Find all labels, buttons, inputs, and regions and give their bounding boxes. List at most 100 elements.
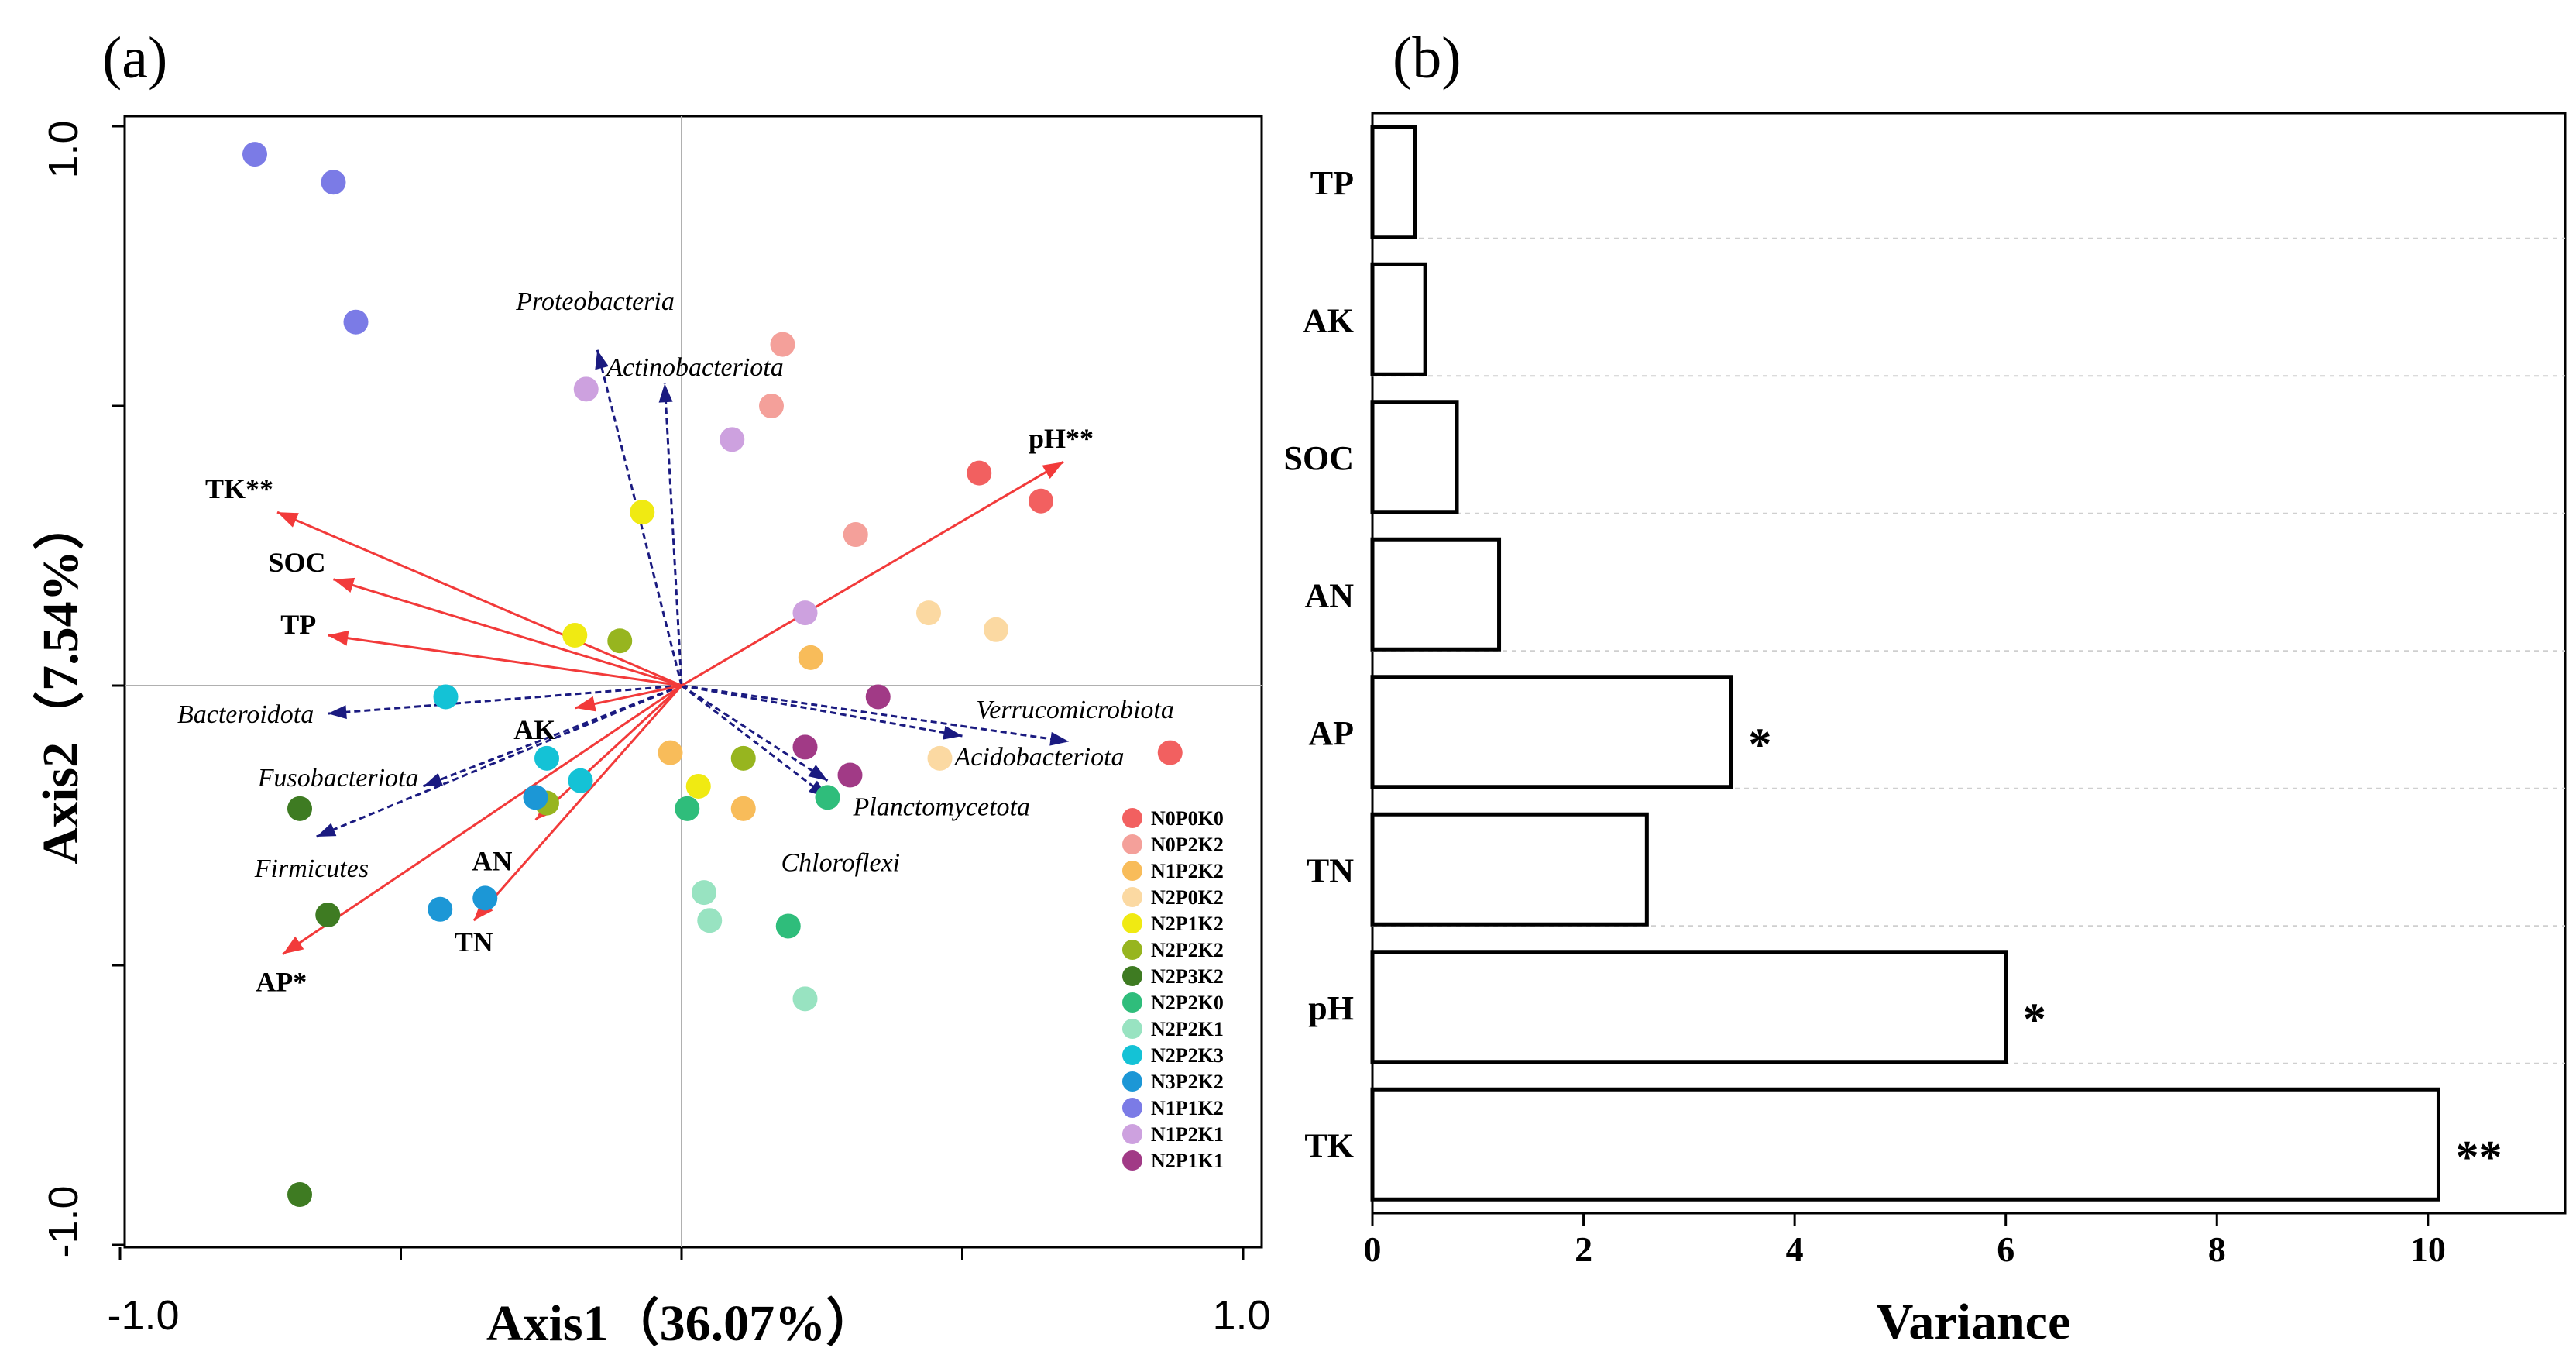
- taxon-arrowhead: [658, 383, 673, 403]
- legend-marker: [1122, 966, 1142, 986]
- env-arrowhead: [333, 577, 355, 593]
- env-arrow: [328, 634, 682, 687]
- bar-category-label: AN: [1304, 576, 1354, 614]
- taxon-label: Firmicutes: [254, 854, 369, 883]
- taxon-arrowhead: [595, 349, 609, 370]
- plot-b-frame: [1371, 112, 2567, 1215]
- sample-point: [1029, 488, 1053, 514]
- taxon-label: Chloroflexi: [781, 848, 901, 877]
- env-label: AP*: [256, 967, 307, 998]
- legend-label: N2P3K2: [1151, 965, 1224, 988]
- variance-bar-chart: (b) TP AK SOC AN AP * TN pH * TK ** 0 2 4 6 8 10 Varian…: [1284, 26, 2567, 1350]
- sample-point: [730, 745, 756, 771]
- y-tick-label: -1.0: [40, 1185, 87, 1257]
- env-label: TP: [280, 609, 316, 640]
- legend-label: N1P1K2: [1151, 1097, 1224, 1119]
- sample-point: [343, 309, 369, 335]
- sample-point: [865, 684, 891, 710]
- bar: [1370, 537, 1502, 652]
- sample-point: [534, 745, 559, 771]
- y-axis-title: Axis2（7.54%）: [32, 499, 89, 864]
- legend-label: N0P2K2: [1151, 834, 1224, 856]
- sample-point: [692, 880, 716, 906]
- sample-point: [720, 427, 745, 452]
- sample-point: [675, 796, 700, 821]
- env-label: TN: [455, 927, 493, 958]
- sample-point: [770, 332, 795, 357]
- taxon-label: Actinobacteriota: [605, 353, 784, 382]
- bar-category-label: SOC: [1284, 439, 1354, 477]
- sample-point: [607, 628, 633, 654]
- panel-b-label: (b): [1393, 26, 1461, 91]
- sample-point: [433, 684, 459, 710]
- legend-marker: [1122, 1019, 1142, 1039]
- bar-x-axis-title: Variance: [1877, 1294, 2071, 1350]
- legend-marker: [1122, 1098, 1142, 1118]
- bar-x-tick-label: 2: [1575, 1229, 1592, 1269]
- bar: [1370, 950, 2008, 1064]
- sample-point: [984, 617, 1008, 642]
- bar: [1370, 400, 1459, 514]
- sample-point: [428, 896, 453, 922]
- taxon-arrow: [681, 684, 829, 782]
- taxon-arrow: [663, 383, 683, 686]
- sample-point: [759, 394, 784, 418]
- sample-point: [568, 768, 593, 793]
- sample-point: [927, 745, 953, 771]
- legend-label: N2P0K2: [1151, 886, 1224, 909]
- legend-marker: [1122, 913, 1142, 933]
- ordination-plot: (a) -1.0 1.0 1.0 -1.0 Proteobacteria Actinob…: [32, 26, 1271, 1352]
- env-label: AK: [513, 714, 555, 745]
- sample-point: [658, 740, 683, 765]
- taxon-label: Acidobacteriota: [953, 743, 1125, 772]
- legend-marker: [1122, 1045, 1142, 1065]
- bar-category-label: AP: [1308, 714, 1354, 752]
- taxon-arrow: [316, 684, 682, 838]
- sample-points: [242, 142, 1183, 1208]
- sample-point: [916, 600, 941, 626]
- sample-point: [562, 623, 588, 648]
- legend-marker: [1122, 834, 1142, 854]
- env-label: AN: [472, 845, 513, 876]
- legend-marker: [1122, 1124, 1142, 1144]
- env-arrow: [681, 460, 1064, 687]
- env-arrowhead: [277, 512, 299, 528]
- legend-marker: [1122, 1071, 1142, 1092]
- taxon-arrowhead: [1049, 731, 1070, 746]
- sample-point: [837, 762, 863, 788]
- env-arrowhead: [328, 630, 349, 646]
- taxon-arrow: [681, 684, 829, 799]
- sample-point: [685, 773, 711, 799]
- env-label: SOC: [268, 547, 325, 578]
- taxon-arrowhead: [808, 765, 828, 781]
- plot-b-grid: [1372, 237, 2565, 1064]
- legend-marker: [1122, 940, 1142, 960]
- bar: [1370, 675, 1733, 789]
- env-arrowhead: [1042, 462, 1063, 479]
- env-arrowhead: [575, 696, 596, 712]
- sample-point: [287, 796, 312, 821]
- legend-label: N1P2K1: [1151, 1123, 1224, 1146]
- legend-label: N1P2K2: [1151, 860, 1224, 882]
- legend-marker: [1122, 992, 1142, 1013]
- bar: [1370, 812, 1649, 927]
- plot-a-frame: [123, 115, 1263, 1249]
- taxon-arrow: [681, 684, 1070, 743]
- sample-point: [523, 785, 548, 810]
- sample-point: [242, 142, 267, 167]
- taxon-arrow: [328, 684, 682, 715]
- bar: [1370, 125, 1417, 239]
- sample-point: [775, 913, 801, 939]
- taxa-vectors: Proteobacteria Actinobacteriota Verrucomic…: [177, 287, 1174, 883]
- bar-category-label: pH: [1308, 989, 1354, 1027]
- sample-point: [630, 500, 655, 525]
- significance-label: *: [1748, 719, 1771, 770]
- sample-point: [843, 522, 868, 548]
- bar-x-tick-label: 6: [1997, 1229, 2014, 1269]
- environment-vectors: pH** TK** SOC TP AK AN TN AP*: [205, 423, 1094, 997]
- taxon-arrow: [681, 684, 963, 738]
- sample-point: [792, 986, 818, 1012]
- legend: N0P0K0 N0P2K2 N1P2K2 N2P0K2 N2P1K2 N2P2K2 N2P3…: [1122, 807, 1224, 1172]
- bar-category-label: TP: [1310, 164, 1354, 202]
